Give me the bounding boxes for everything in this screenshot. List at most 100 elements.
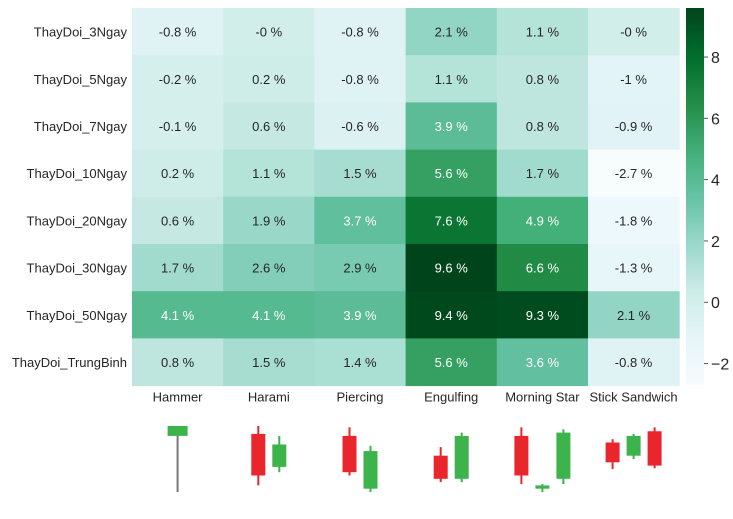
cell-value-label: 6.6 % — [526, 261, 560, 276]
cell-value-label: 0.2 % — [252, 72, 286, 87]
heatmap-cell — [588, 196, 680, 245]
cell-value-label: 3.9 % — [435, 119, 469, 134]
heatmap-cell — [405, 291, 498, 339]
heatmap-cell — [405, 196, 498, 245]
heatmap-cell — [314, 244, 407, 292]
heatmap-cell — [223, 8, 315, 56]
heatmap-cell — [314, 149, 407, 198]
cell-value-label: -0.1 % — [159, 119, 197, 134]
candle-body — [272, 444, 287, 467]
heatmap-cell — [496, 338, 589, 387]
heatmap-cells: -0.8 % -0 % -0.8 % 2.1 % 1.1 % -0 % -0.2 % 0.2 … — [132, 8, 680, 387]
heatmap-cell — [496, 149, 589, 198]
cell-value-label: 4.1 % — [252, 308, 286, 323]
cell-value-label: -0.2 % — [159, 72, 197, 87]
cell-value-label: -0.6 % — [341, 119, 379, 134]
column-label: Morning Star — [505, 390, 580, 405]
heatmap-cell — [588, 244, 680, 292]
heatmap-cell — [496, 102, 589, 151]
cell-value-label: 0.6 % — [161, 213, 195, 228]
candle-body — [433, 455, 448, 479]
heatmap-cell — [132, 55, 224, 103]
heatmap-cell — [223, 102, 315, 151]
engulfing-icon — [433, 432, 469, 483]
cell-value-label: 5.6 % — [435, 166, 469, 181]
heatmap-cell — [223, 291, 315, 339]
colorbar-tick-label: −2 — [711, 357, 729, 374]
cell-value-label: -0.8 % — [341, 72, 379, 87]
heatmap-cell — [132, 291, 224, 339]
cell-value-label: -0.8 % — [615, 355, 653, 370]
column-label: Piercing — [337, 390, 384, 405]
heatmap-cell — [314, 55, 407, 103]
cell-value-label: 9.3 % — [526, 308, 560, 323]
heatmap-cell — [314, 291, 407, 339]
heatmap-cell — [405, 55, 498, 103]
heatmap-cell — [132, 8, 224, 56]
heatmap-cell — [588, 8, 680, 56]
heatmap-cell — [132, 244, 224, 292]
cell-value-label: 2.1 % — [617, 308, 651, 323]
candle-body — [535, 485, 550, 489]
row-label: ThayDoi_30Ngay — [27, 261, 128, 276]
cell-value-label: 0.2 % — [161, 166, 195, 181]
heatmap-cell — [496, 291, 589, 339]
heatmap-cell — [405, 102, 498, 151]
colorbar-tick-label: 8 — [711, 50, 720, 67]
cell-value-label: -1.3 % — [615, 261, 653, 276]
cell-value-label: 1.1 % — [435, 72, 469, 87]
cell-value-label: -0 % — [620, 25, 647, 40]
heatmap-cell — [314, 8, 407, 56]
candle-body — [514, 435, 529, 476]
colorbar-tick-label: 0 — [711, 295, 720, 312]
heatmap-cell — [405, 338, 498, 387]
cell-value-label: -2.7 % — [615, 166, 653, 181]
cell-value-label: 3.9 % — [343, 308, 377, 323]
cell-value-label: 0.8 % — [526, 72, 560, 87]
heatmap-cell — [588, 149, 680, 198]
cell-value-label: 1.7 % — [161, 261, 195, 276]
heatmap-cell — [588, 291, 680, 339]
colorbar-tick-label: 6 — [711, 111, 720, 128]
cell-value-label: 1.1 % — [526, 25, 560, 40]
cell-value-label: 1.1 % — [252, 166, 286, 181]
column-labels: Hammer Harami Piercing Engulfing Morning Sta… — [153, 390, 678, 405]
cell-value-label: -1.8 % — [615, 213, 653, 228]
heatmap-cell — [132, 149, 224, 198]
row-label: ThayDoi_50Ngay — [27, 308, 128, 323]
cell-value-label: 5.6 % — [435, 355, 469, 370]
column-label: Engulfing — [424, 390, 478, 405]
heatmap-cell — [496, 244, 589, 292]
cell-value-label: 2.9 % — [343, 261, 377, 276]
cell-value-label: 3.6 % — [526, 355, 560, 370]
candle-body — [454, 435, 469, 479]
column-label: Stick Sandwich — [590, 390, 678, 405]
cell-value-label: 0.8 % — [161, 355, 195, 370]
heatmap-cell — [496, 196, 589, 245]
candle-body — [626, 435, 641, 456]
hammer-icon — [167, 426, 188, 492]
column-label: Hammer — [153, 390, 204, 405]
heatmap-cell — [405, 8, 498, 56]
piercing-icon — [342, 427, 378, 492]
candle-body — [251, 433, 266, 476]
candle-body — [605, 442, 620, 463]
heatmap-cell — [496, 8, 589, 56]
heatmap-cell — [314, 196, 407, 245]
heatmap-cell — [405, 244, 498, 292]
stick-sandwich-icon — [605, 427, 662, 469]
heatmap-cell — [588, 55, 680, 103]
candle-body — [342, 435, 357, 473]
heatmap-cell — [132, 338, 224, 387]
heatmap-cell — [588, 102, 680, 151]
cell-value-label: 1.5 % — [252, 355, 286, 370]
heatmap-cell — [405, 149, 498, 198]
candle-body — [363, 451, 378, 489]
column-label: Harami — [248, 390, 290, 405]
row-label: ThayDoi_TrungBinh — [12, 355, 127, 370]
heatmap-cell — [314, 102, 407, 151]
cell-value-label: 9.4 % — [435, 308, 469, 323]
row-label: ThayDoi_5Ngay — [34, 72, 128, 87]
row-label: ThayDoi_7Ngay — [34, 119, 128, 134]
